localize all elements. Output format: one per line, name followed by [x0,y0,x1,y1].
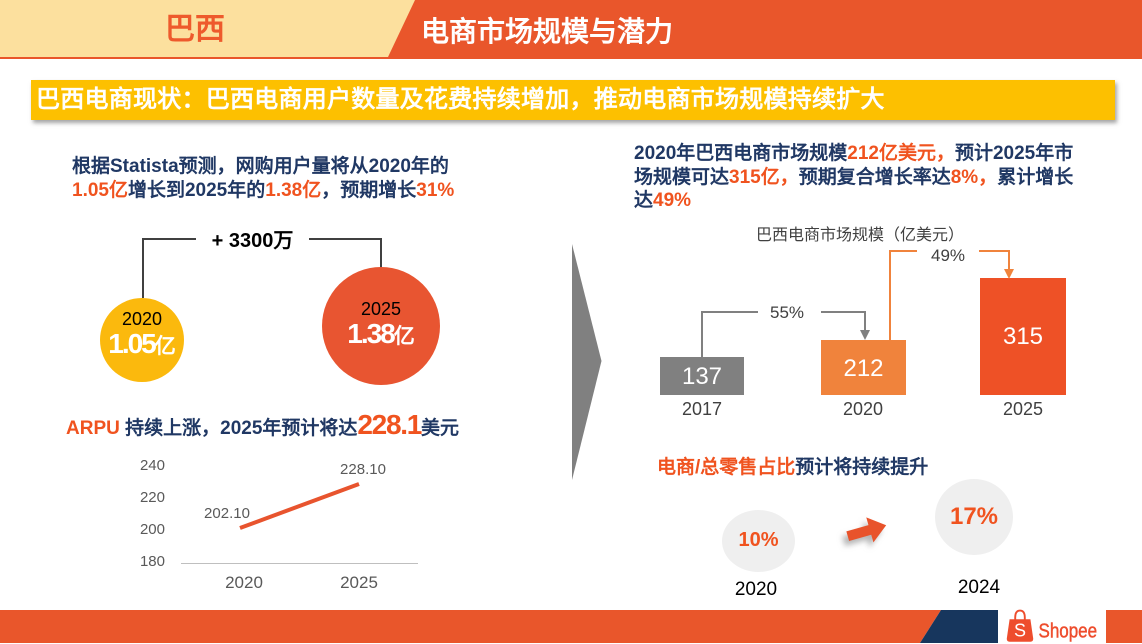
svg-text:S: S [1014,621,1026,641]
svg-text:Shopee: Shopee [1039,619,1098,642]
